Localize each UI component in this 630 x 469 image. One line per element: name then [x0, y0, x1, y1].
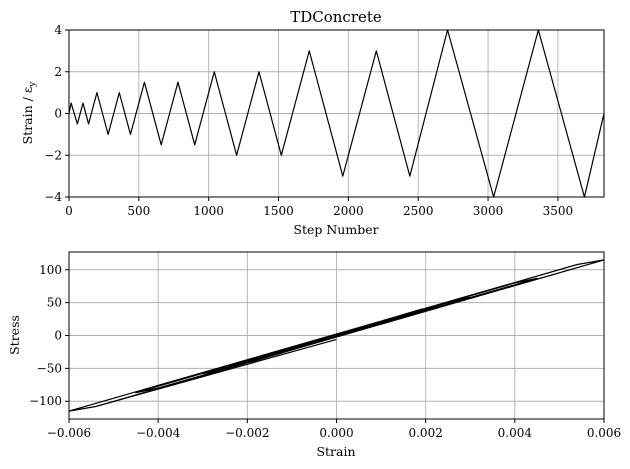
y-axis-label: Stress [7, 315, 22, 355]
x-tick-label: 2000 [333, 204, 364, 218]
grid [68, 29, 604, 198]
tick-marks [65, 269, 605, 423]
x-tick-labels: 0 500 1000 1500 2000 2500 3000 3500 [65, 204, 573, 218]
x-tick-label: 0.002 [408, 426, 442, 440]
y-tick-label: 4 [54, 23, 62, 37]
x-axis-label: Strain [316, 444, 355, 459]
x-tick-label: 1000 [193, 204, 224, 218]
x-tick-label: 0 [65, 204, 73, 218]
y-tick-label: 50 [47, 296, 62, 310]
y-tick-label: −100 [29, 394, 62, 408]
stress-strain-hysteresis-line [68, 259, 605, 412]
x-tick-label: −0.002 [225, 426, 269, 440]
x-tick-label: 0.006 [587, 426, 621, 440]
x-axis-label: Step Number [293, 222, 378, 237]
x-tick-label: 500 [127, 204, 150, 218]
x-tick-label: 0.000 [319, 426, 353, 440]
strain-history-line [68, 29, 605, 198]
tick-marks [65, 29, 559, 201]
y-tick-label: −50 [37, 361, 62, 375]
x-tick-labels: −0.006 −0.004 −0.002 0.000 0.002 0.004 0.006 [47, 426, 621, 440]
y-tick-label: −4 [44, 190, 62, 204]
y-tick-label: 0 [54, 329, 62, 343]
y-tick-labels: −4 −2 0 2 4 [44, 23, 62, 204]
y-axis-label-subscript: y [28, 81, 38, 88]
x-tick-label: −0.004 [136, 426, 181, 440]
x-tick-label: 1500 [263, 204, 294, 218]
x-tick-label: 3000 [473, 204, 504, 218]
y-tick-label: 2 [54, 65, 62, 79]
x-tick-label: 0.004 [498, 426, 533, 440]
y-axis-label-main: Strain / ε [20, 87, 35, 145]
y-axis-label: Strain / εy [20, 81, 38, 145]
x-tick-label: −0.006 [47, 426, 91, 440]
chart-title: TDConcrete [290, 8, 382, 26]
y-tick-label: 100 [39, 263, 62, 277]
x-tick-label: 2500 [403, 204, 434, 218]
stress-strain-axes: −0.006 −0.004 −0.002 0.000 0.002 0.004 0.006 −… [7, 251, 621, 459]
x-tick-label: 3500 [543, 204, 574, 218]
y-tick-label: −2 [44, 148, 62, 162]
y-tick-labels: −100 −50 0 50 100 [29, 263, 62, 408]
strain-history-axes: TDConcrete 0 500 1000 1500 2000 2500 3000 3500 … [20, 8, 605, 237]
y-tick-label: 0 [54, 107, 62, 121]
